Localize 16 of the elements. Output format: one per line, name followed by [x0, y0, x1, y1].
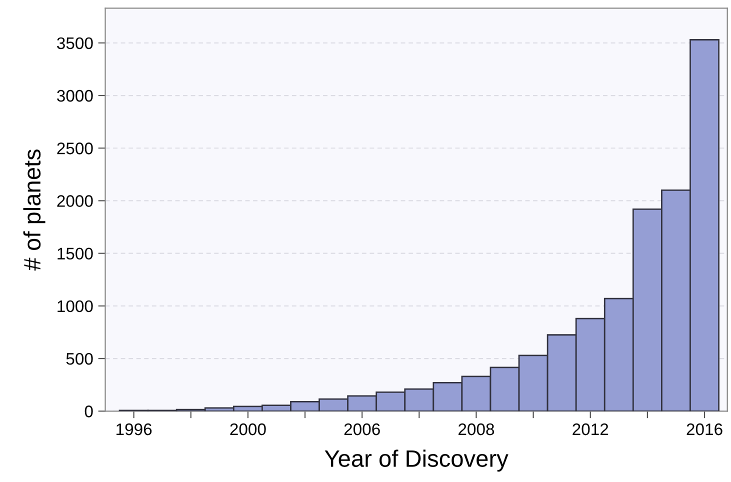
y-axis-title: # of planets [23, 149, 46, 271]
x-axis-title: Year of Discovery [324, 450, 508, 472]
y-tick-label: 3500 [57, 37, 93, 50]
x-tick-label: 2006 [344, 423, 380, 436]
y-tick-label: 2000 [57, 195, 93, 207]
x-tick-label: 2000 [230, 423, 266, 436]
y-tick-label: 2500 [57, 142, 93, 154]
y-tick-label: 3000 [57, 90, 93, 102]
y-tick-label: 0 [84, 406, 93, 418]
x-tick-label: 1996 [116, 423, 152, 436]
y-tick-label: 1000 [58, 300, 93, 312]
x-tick-label: 2012 [572, 423, 608, 436]
x-tick-label: 2016 [686, 423, 722, 436]
x-tick-label: 2008 [458, 423, 494, 436]
y-tick-label: 1500 [58, 248, 93, 260]
y-tick-label: 500 [66, 352, 93, 365]
